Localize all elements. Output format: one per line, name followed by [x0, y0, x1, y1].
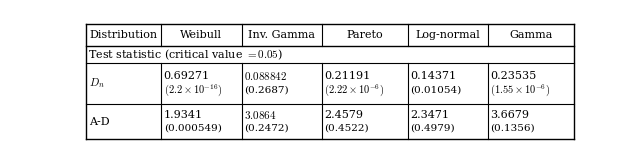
Text: Weibull: Weibull	[180, 30, 222, 40]
Text: 3.6679: 3.6679	[490, 110, 529, 120]
Text: Pareto: Pareto	[346, 30, 383, 40]
Text: $\mathbf{0.088842}$: $\mathbf{0.088842}$	[244, 70, 287, 82]
Text: 2.3471: 2.3471	[410, 110, 449, 120]
Text: Log-normal: Log-normal	[415, 30, 480, 40]
Text: $\mathbf{3.0864}$: $\mathbf{3.0864}$	[244, 109, 276, 121]
Text: A-D: A-D	[90, 117, 110, 127]
Text: 1.9341: 1.9341	[164, 110, 203, 120]
Text: 0.21191: 0.21191	[324, 71, 371, 81]
Text: 0.23535: 0.23535	[490, 71, 537, 81]
Text: (0.2687): (0.2687)	[244, 86, 289, 95]
Text: Gamma: Gamma	[509, 30, 552, 40]
Text: $(2.22 \times 10^{-6})$: $(2.22 \times 10^{-6})$	[324, 83, 385, 98]
Text: $(1.55 \times 10^{-6})$: $(1.55 \times 10^{-6})$	[490, 83, 550, 98]
Text: (0.1356): (0.1356)	[490, 123, 535, 132]
Text: Distribution: Distribution	[90, 30, 157, 40]
Text: (0.4979): (0.4979)	[410, 123, 454, 132]
Text: Test statistic (critical value $= 0.05$): Test statistic (critical value $= 0.05$)	[88, 47, 284, 62]
Text: (0.2472): (0.2472)	[244, 123, 289, 132]
Text: 0.69271: 0.69271	[164, 71, 210, 81]
Text: $D_n$: $D_n$	[90, 76, 105, 90]
Text: (0.000549): (0.000549)	[164, 123, 221, 132]
Text: (0.01054): (0.01054)	[410, 86, 461, 95]
Text: 0.14371: 0.14371	[410, 71, 456, 81]
Text: Inv. Gamma: Inv. Gamma	[248, 30, 316, 40]
Text: $(2.2 \times 10^{-16})$: $(2.2 \times 10^{-16})$	[164, 83, 222, 98]
Text: (0.4522): (0.4522)	[324, 123, 369, 132]
Text: 2.4579: 2.4579	[324, 110, 364, 120]
